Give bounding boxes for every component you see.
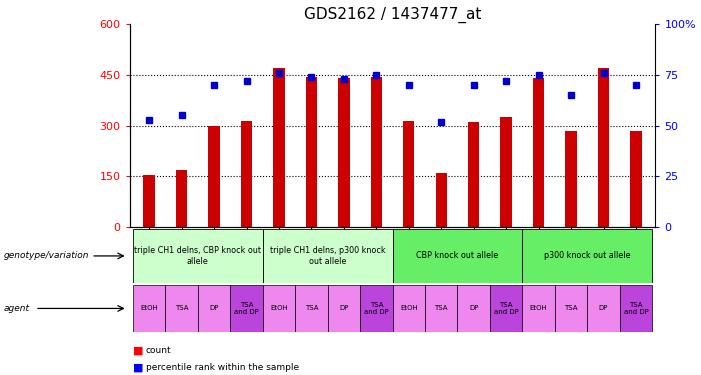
Text: ■: ■ [133,346,144,355]
Bar [176,170,187,227]
Text: TSA
and DP: TSA and DP [624,302,648,315]
Text: TSA: TSA [435,305,448,311]
Text: EtOH: EtOH [400,305,418,311]
Text: percentile rank within the sample: percentile rank within the sample [146,363,299,372]
Text: ■: ■ [133,363,144,372]
Bar [338,78,350,227]
Bar [263,229,393,283]
Bar [522,229,652,283]
Text: TSA
and DP: TSA and DP [494,302,519,315]
Bar [208,126,219,227]
Text: p300 knock out allele: p300 knock out allele [544,251,630,260]
Title: GDS2162 / 1437477_at: GDS2162 / 1437477_at [304,7,482,23]
Text: EtOH: EtOH [270,305,288,311]
Bar [231,285,263,332]
Text: DP: DP [210,305,219,311]
Text: DP: DP [469,305,478,311]
Text: TSA: TSA [175,305,189,311]
Bar [295,285,327,332]
Bar [165,285,198,332]
Text: triple CH1 delns, p300 knock
out allele: triple CH1 delns, p300 knock out allele [270,246,386,266]
Text: EtOH: EtOH [530,305,547,311]
Bar [425,285,458,332]
Text: TSA: TSA [564,305,578,311]
Bar [598,68,609,227]
Bar [620,285,652,332]
Bar [133,285,165,332]
Bar [522,285,554,332]
Bar [435,173,447,227]
Bar [371,77,382,227]
Bar [306,77,317,227]
Bar [263,285,295,332]
Text: TSA
and DP: TSA and DP [364,302,389,315]
Text: count: count [146,346,172,355]
Bar [360,285,393,332]
Bar [566,131,577,227]
Text: triple CH1 delns, CBP knock out
allele: triple CH1 delns, CBP knock out allele [135,246,261,266]
Text: EtOH: EtOH [140,305,158,311]
Text: CBP knock out allele: CBP knock out allele [416,251,498,260]
Bar [133,229,263,283]
Text: TSA: TSA [305,305,318,311]
Bar [327,285,360,332]
Bar [468,122,479,227]
Text: TSA
and DP: TSA and DP [234,302,259,315]
Bar [533,78,544,227]
Bar [198,285,231,332]
Bar [393,285,425,332]
Bar [393,229,522,283]
Bar [403,121,414,227]
Bar [490,285,522,332]
Bar [241,121,252,227]
Bar [501,117,512,227]
Bar [554,285,587,332]
Text: agent: agent [4,304,29,313]
Bar [458,285,490,332]
Text: genotype/variation: genotype/variation [4,251,89,260]
Bar [630,131,641,227]
Bar [273,68,285,227]
Bar [587,285,620,332]
Text: DP: DP [339,305,348,311]
Text: DP: DP [599,305,608,311]
Bar [144,175,155,227]
